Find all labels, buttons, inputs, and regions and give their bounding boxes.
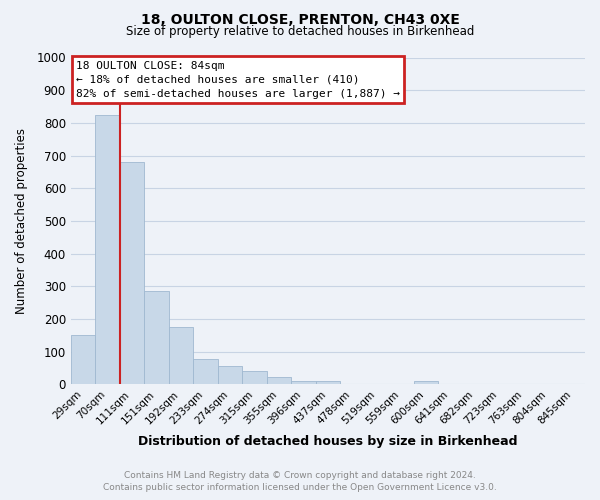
Text: 18 OULTON CLOSE: 84sqm
← 18% of detached houses are smaller (410)
82% of semi-de: 18 OULTON CLOSE: 84sqm ← 18% of detached… [76, 61, 400, 99]
Bar [144, 292, 169, 384]
Bar [95, 114, 120, 384]
Bar [193, 359, 218, 384]
Bar [413, 381, 438, 384]
Bar [169, 327, 193, 384]
X-axis label: Distribution of detached houses by size in Birkenhead: Distribution of detached houses by size … [138, 434, 518, 448]
Text: Size of property relative to detached houses in Birkenhead: Size of property relative to detached ho… [126, 25, 474, 38]
Y-axis label: Number of detached properties: Number of detached properties [15, 128, 28, 314]
Bar [120, 162, 144, 384]
Text: Contains HM Land Registry data © Crown copyright and database right 2024.
Contai: Contains HM Land Registry data © Crown c… [103, 471, 497, 492]
Text: 18, OULTON CLOSE, PRENTON, CH43 0XE: 18, OULTON CLOSE, PRENTON, CH43 0XE [140, 12, 460, 26]
Bar [71, 336, 95, 384]
Bar [291, 380, 316, 384]
Bar [316, 381, 340, 384]
Bar [218, 366, 242, 384]
Bar [266, 378, 291, 384]
Bar [242, 370, 266, 384]
